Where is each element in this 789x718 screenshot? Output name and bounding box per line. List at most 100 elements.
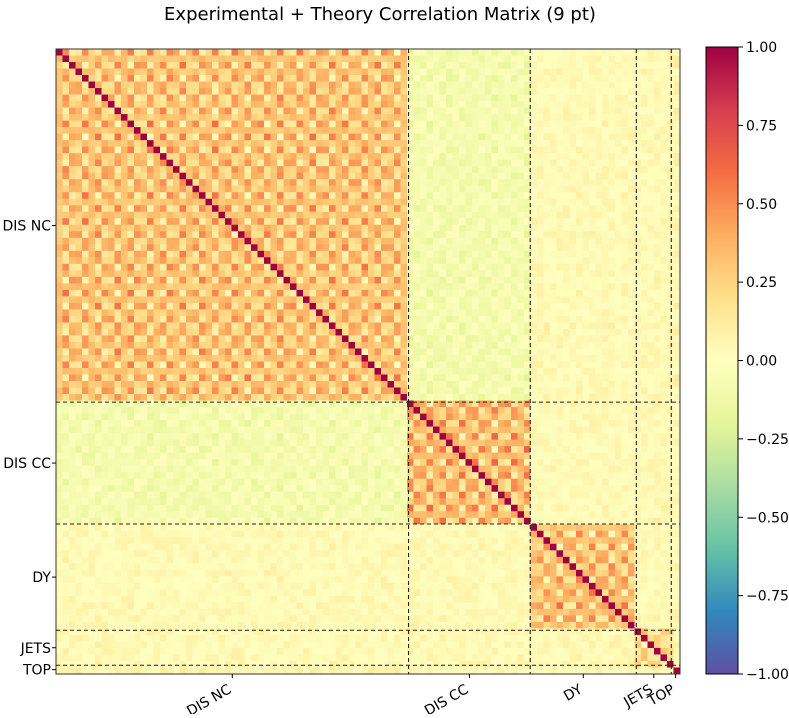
heatmap-cell (485, 159, 492, 167)
heatmap-cell (75, 335, 83, 343)
heatmap-cell (407, 296, 414, 304)
heatmap-cell (400, 322, 408, 330)
heatmap-cell (582, 49, 590, 56)
heatmap-cell (56, 94, 63, 102)
heatmap-cell (472, 88, 479, 95)
heatmap-cell (615, 302, 622, 310)
heatmap-cell (303, 198, 310, 206)
heatmap-cell (322, 354, 330, 362)
heatmap-cell (673, 49, 680, 56)
heatmap-cell (660, 75, 668, 82)
heatmap-cell (602, 309, 609, 317)
heatmap-cell (602, 120, 609, 128)
heatmap-cell (75, 270, 83, 278)
heatmap-cell (179, 140, 187, 148)
heatmap-cell (673, 75, 680, 82)
heatmap-cell (433, 68, 440, 76)
heatmap-cell (628, 257, 635, 265)
heatmap-cell (647, 75, 655, 82)
heatmap-cell (296, 381, 304, 388)
heatmap-cell (641, 276, 648, 284)
heatmap-cell (212, 296, 219, 304)
heatmap-cell (452, 62, 460, 69)
heatmap-cell (309, 62, 317, 69)
heatmap-cell (433, 179, 440, 187)
heatmap-cell (563, 68, 570, 76)
heatmap-cell (134, 348, 141, 356)
heatmap-cell (264, 368, 271, 375)
heatmap-cell (498, 211, 505, 219)
heatmap-cell (95, 381, 102, 388)
heatmap-cell (101, 224, 109, 232)
heatmap-cell (634, 315, 642, 323)
heatmap-cell (257, 224, 265, 232)
heatmap-cell (264, 153, 271, 161)
heatmap-cell (543, 88, 551, 95)
heatmap-cell (582, 101, 590, 108)
heatmap-cell (309, 283, 317, 291)
heatmap-cell (374, 140, 382, 148)
heatmap-cell (563, 322, 570, 330)
heatmap-cell (296, 231, 304, 239)
heatmap-cell (309, 335, 317, 343)
heatmap-cell (342, 198, 349, 206)
heatmap-cell (127, 81, 135, 89)
heatmap-cell (277, 185, 284, 193)
heatmap-cell (439, 328, 447, 336)
heatmap-cell (543, 315, 551, 323)
heatmap-cell (641, 361, 648, 369)
heatmap-cell (433, 374, 440, 382)
heatmap-cell (472, 75, 479, 82)
heatmap-cell (114, 166, 122, 174)
heatmap-cell (277, 133, 284, 141)
heatmap-cell (647, 55, 655, 63)
heatmap-cell (205, 335, 213, 343)
heatmap-cell (563, 263, 570, 271)
heatmap-cell (407, 224, 414, 232)
heatmap-cell (413, 257, 421, 265)
heatmap-cell (329, 49, 336, 56)
heatmap-cell (316, 231, 323, 239)
heatmap-cell (563, 283, 570, 291)
heatmap-cell (530, 348, 538, 356)
heatmap-cell (134, 172, 141, 180)
heatmap-cell (400, 309, 408, 317)
heatmap-cell (511, 211, 518, 219)
heatmap-cell (407, 75, 414, 82)
heatmap-cell (537, 381, 544, 388)
heatmap-cell (75, 166, 83, 174)
heatmap-cell (348, 309, 356, 317)
heatmap-cell (173, 159, 180, 167)
heatmap-cell (628, 211, 635, 219)
heatmap-cell (387, 289, 395, 297)
heatmap-cell (517, 335, 525, 343)
heatmap-cell (192, 348, 200, 356)
heatmap-cell (348, 153, 356, 161)
heatmap-cell (69, 237, 76, 245)
heatmap-cell (218, 361, 226, 369)
heatmap-cell (628, 192, 635, 200)
heatmap-cell (199, 348, 206, 356)
heatmap-cell (283, 185, 291, 193)
heatmap-cell (62, 328, 70, 336)
heatmap-cell (589, 94, 596, 102)
heatmap-cell (608, 348, 616, 356)
heatmap-cell (667, 315, 674, 323)
heatmap-cell (400, 218, 408, 226)
heatmap-cell (465, 257, 473, 265)
heatmap-cell (465, 192, 473, 200)
heatmap-cell (400, 270, 408, 278)
heatmap-cell (277, 296, 284, 304)
heatmap-cell (433, 231, 440, 239)
heatmap-cell (595, 296, 603, 304)
heatmap-cell (342, 166, 349, 174)
heatmap-cell (101, 55, 109, 63)
heatmap-cell (407, 146, 414, 154)
heatmap-cell (446, 81, 453, 89)
heatmap-cell (517, 159, 525, 167)
heatmap-cell (569, 127, 577, 135)
heatmap-cell (108, 114, 115, 122)
heatmap-cell (251, 276, 258, 284)
heatmap-cell (244, 289, 252, 297)
heatmap-cell (329, 283, 336, 291)
